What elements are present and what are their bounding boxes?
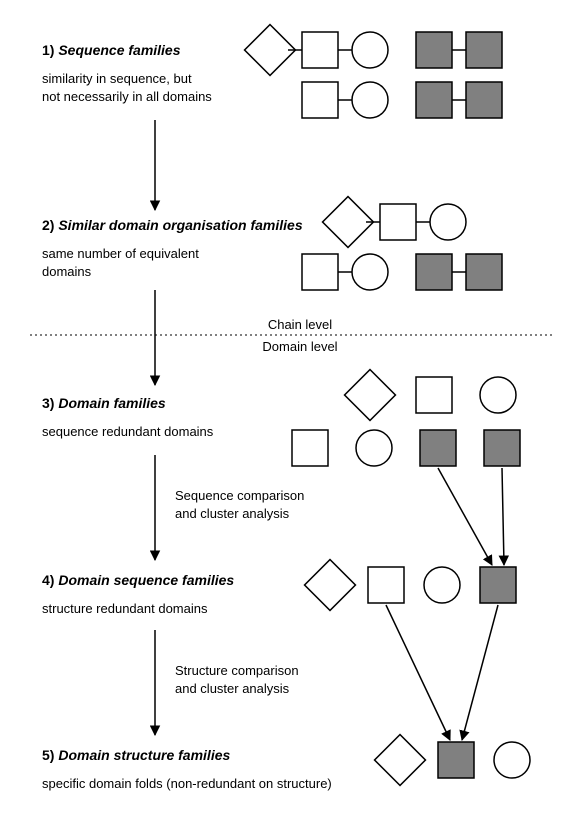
s1-gray-sq (416, 32, 452, 68)
s2b-circle (352, 254, 388, 290)
section-1-title: 1) Sequence families (42, 42, 181, 58)
section-5-title: 5) Domain structure families (42, 747, 230, 763)
s1b-gray (416, 82, 452, 118)
s2b-square (302, 254, 338, 290)
s1-circle (352, 32, 388, 68)
annot-4-5: and cluster analysis (175, 681, 290, 696)
s3-diamond (345, 370, 396, 421)
s4-gray (480, 567, 516, 603)
s2b-gray (466, 254, 502, 290)
section-1-desc: similarity in sequence, but (42, 71, 192, 86)
arrow-merge-4-5 (462, 605, 498, 740)
section-4-title: 4) Domain sequence families (42, 572, 234, 588)
section-3-desc: sequence redundant domains (42, 424, 214, 439)
s1b-square (302, 82, 338, 118)
s3b-gray (420, 430, 456, 466)
arrow-merge-3-4 (438, 468, 492, 565)
s3b-circle (356, 430, 392, 466)
s5-diamond (375, 735, 426, 786)
s1-gray-sq (466, 32, 502, 68)
section-1-desc: not necessarily in all domains (42, 89, 212, 104)
annot-3-4: Sequence comparison (175, 488, 304, 503)
s3b-gray (484, 430, 520, 466)
s1b-gray (466, 82, 502, 118)
section-2-desc: same number of equivalent (42, 246, 199, 261)
s4-diamond (305, 560, 356, 611)
s2b-gray (416, 254, 452, 290)
section-2-title: 2) Similar domain organisation families (42, 217, 303, 233)
s3b-square (292, 430, 328, 466)
arrow-merge-3-4 (502, 468, 504, 565)
s1-diamond (245, 25, 296, 76)
section-3-title: 3) Domain families (42, 395, 166, 411)
s2-square (380, 204, 416, 240)
s5-gray (438, 742, 474, 778)
annot-3-4: and cluster analysis (175, 506, 290, 521)
s4-circle (424, 567, 460, 603)
divider-bottom-label: Domain level (262, 339, 337, 354)
s2-circle (430, 204, 466, 240)
s1b-circle (352, 82, 388, 118)
divider-top-label: Chain level (268, 317, 332, 332)
section-2-desc: domains (42, 264, 92, 279)
s5-circle (494, 742, 530, 778)
annot-4-5: Structure comparison (175, 663, 299, 678)
section-5-desc: specific domain folds (non-redundant on … (42, 776, 332, 791)
s2-diamond (323, 197, 374, 248)
s4-square (368, 567, 404, 603)
s1-square (302, 32, 338, 68)
section-4-desc: structure redundant domains (42, 601, 208, 616)
s3-square (416, 377, 452, 413)
s3-circle (480, 377, 516, 413)
arrow-merge-4-5 (386, 605, 450, 740)
